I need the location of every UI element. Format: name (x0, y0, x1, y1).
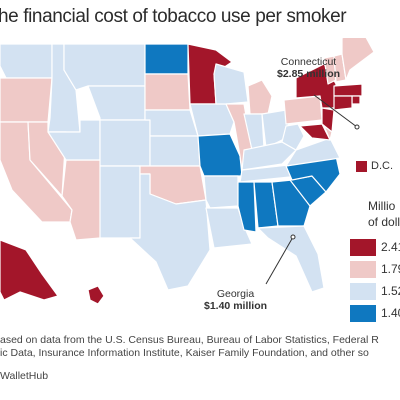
state-ma (333, 83, 363, 97)
state-hi (87, 285, 105, 305)
state-ky (241, 141, 297, 171)
dc-label: D.C. (371, 160, 393, 172)
state-ia (189, 103, 235, 137)
state-wy (87, 85, 146, 121)
legend-label: 1.79 (381, 262, 400, 276)
state-ri (351, 95, 361, 105)
state-wv (281, 123, 305, 151)
state-ga (271, 179, 311, 227)
state-wi (213, 63, 249, 105)
source-line: ic Data, Insurance Information Institute… (0, 347, 369, 359)
source-line: ased on data from the U.S. Census Bureau… (0, 334, 379, 346)
legend-item: 1.79 (350, 260, 400, 278)
callout-value: $1.40 million (204, 300, 268, 312)
legend-title-line: of doll (368, 215, 400, 229)
state-me (341, 38, 375, 81)
legend-swatch (350, 260, 376, 278)
state-tx (129, 173, 211, 291)
legend-title: Millio of doll (368, 198, 400, 230)
state-pa (283, 95, 323, 125)
dc-swatch (356, 160, 367, 172)
callout-state-name: Connecticut (280, 56, 337, 68)
source-note: ased on data from the U.S. Census Bureau… (0, 334, 379, 360)
wallethub-logo: WalletHub (0, 370, 49, 382)
state-ct (333, 95, 353, 111)
state-wa (0, 43, 53, 79)
state-mi (247, 79, 273, 115)
state-mt (63, 43, 146, 91)
georgia-callout: Georgia $1.40 million (204, 288, 267, 312)
state-md (299, 123, 331, 141)
state-ar (203, 175, 239, 209)
legend-swatch (350, 238, 376, 256)
legend-label: 2.41 (381, 240, 400, 254)
callout-value: $2.85 million (277, 68, 341, 80)
dc-marker: D.C. (356, 160, 393, 172)
legend-label: 1.40 (381, 306, 400, 320)
legend-swatch (350, 282, 376, 300)
state-nm (99, 165, 141, 239)
map-title: he financial cost of tobacco use per smo… (0, 6, 347, 27)
state-ks (149, 135, 201, 167)
legend-label: 1.52 (381, 284, 400, 298)
callout-state-name: Georgia (216, 288, 255, 300)
state-az (61, 159, 103, 241)
state-sd (144, 73, 191, 111)
legend-swatch (350, 304, 376, 322)
state-ne (144, 109, 199, 137)
legend-item: 1.52 (350, 282, 400, 300)
state-nd (144, 43, 189, 75)
state-co (99, 119, 151, 167)
legend-title-line: Millio (368, 199, 396, 213)
state-mo (197, 133, 243, 177)
state-or (0, 77, 53, 123)
state-ms (237, 181, 257, 233)
connecticut-callout: Connecticut $2.85 million (277, 56, 340, 80)
state-va (285, 137, 341, 167)
state-ak (0, 239, 59, 301)
us-choropleth-map (0, 38, 375, 305)
legend-item: 2.41 (350, 238, 400, 256)
state-fl (257, 225, 325, 293)
legend-item: 1.40 (350, 304, 400, 322)
legend: 2.41 1.79 1.52 1.40 (350, 238, 400, 326)
